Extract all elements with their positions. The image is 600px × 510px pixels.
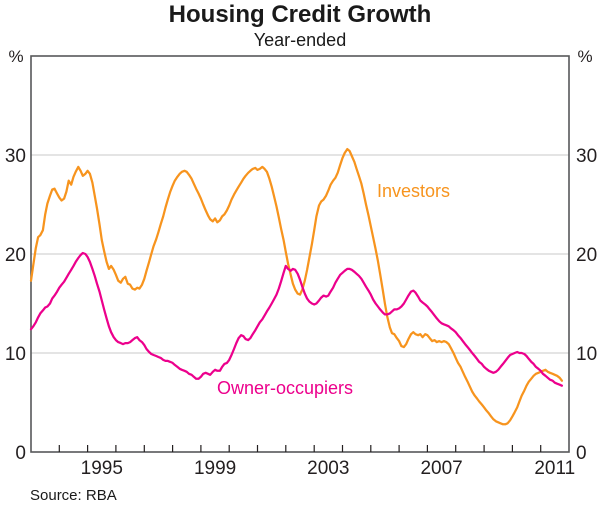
chart-subtitle: Year-ended bbox=[253, 30, 347, 50]
chart-title: Housing Credit Growth bbox=[168, 1, 432, 28]
y-axis-label-left: 30 bbox=[5, 146, 26, 167]
y-axis-label-right: 20 bbox=[576, 245, 597, 266]
x-axis-label: 2007 bbox=[420, 458, 462, 479]
x-axis-label: 1995 bbox=[81, 458, 123, 479]
x-axis-label: 1999 bbox=[194, 458, 236, 479]
series-line-investors bbox=[29, 147, 564, 426]
series-label-owner-occupiers: Owner-occupiers bbox=[217, 378, 353, 398]
x-axis-label: 2003 bbox=[307, 458, 349, 479]
series-label-investors: Investors bbox=[377, 181, 450, 201]
y-axis-label-right: 10 bbox=[576, 344, 597, 365]
x-axis-label: 2011 bbox=[534, 458, 575, 479]
y-axis-label-left: 10 bbox=[5, 344, 26, 365]
y-axis-label-left: 20 bbox=[5, 245, 26, 266]
y-axis-unit-left: % bbox=[8, 47, 23, 66]
y-axis-label-right: 0 bbox=[576, 443, 587, 464]
series-line-owner-occupiers bbox=[29, 251, 564, 387]
y-axis-label-left: 0 bbox=[15, 443, 26, 464]
y-axis-label-right: 30 bbox=[576, 146, 597, 167]
plot-frame bbox=[30, 55, 570, 453]
chart-source: Source: RBA bbox=[30, 487, 117, 504]
y-axis-unit-right: % bbox=[577, 47, 592, 66]
